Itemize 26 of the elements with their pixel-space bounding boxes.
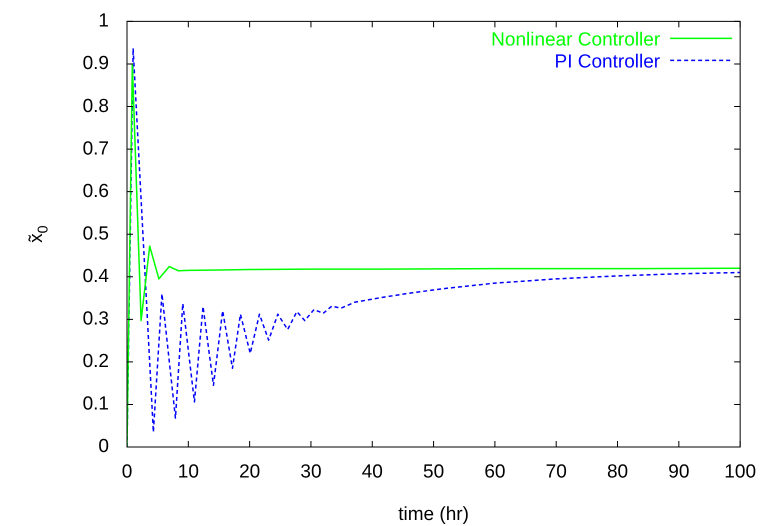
x-tick-label: 70 — [546, 462, 567, 483]
x-tick-label: 90 — [668, 462, 690, 483]
x-tick-label: 50 — [423, 462, 444, 483]
x-tick-label: 0 — [122, 462, 132, 483]
x-tick-label: 40 — [362, 462, 383, 483]
y-tick-label: 0.4 — [82, 266, 110, 287]
legend-label: PI Controller — [554, 51, 661, 72]
x-tick-label: 10 — [178, 462, 199, 483]
y-tick-label: 0.6 — [82, 180, 109, 202]
y-tick-label: 0.1 — [82, 394, 109, 415]
y-tick-label: 0.3 — [82, 308, 109, 330]
x-tick-label: 20 — [239, 462, 260, 483]
x-axis-title: time (hr) — [398, 504, 469, 525]
y-tick-label: 0.5 — [82, 223, 109, 244]
y-axis-title: x̃0 — [26, 225, 52, 243]
y-tick-label: 1 — [98, 10, 109, 32]
y-tick-label: 0.8 — [82, 96, 109, 117]
y-tick-label: 0.2 — [82, 351, 109, 372]
y-tick-label: 0.9 — [82, 53, 109, 74]
x-tick-label: 30 — [300, 462, 322, 483]
x-tick-label: 80 — [606, 462, 628, 483]
y-tick-label: 0 — [98, 436, 109, 458]
y-tick-label: 0.7 — [82, 138, 109, 160]
x-tick-label: 60 — [484, 462, 506, 483]
legend-label: Nonlinear Controller — [491, 29, 661, 50]
x-tick-label: 100 — [724, 462, 756, 483]
